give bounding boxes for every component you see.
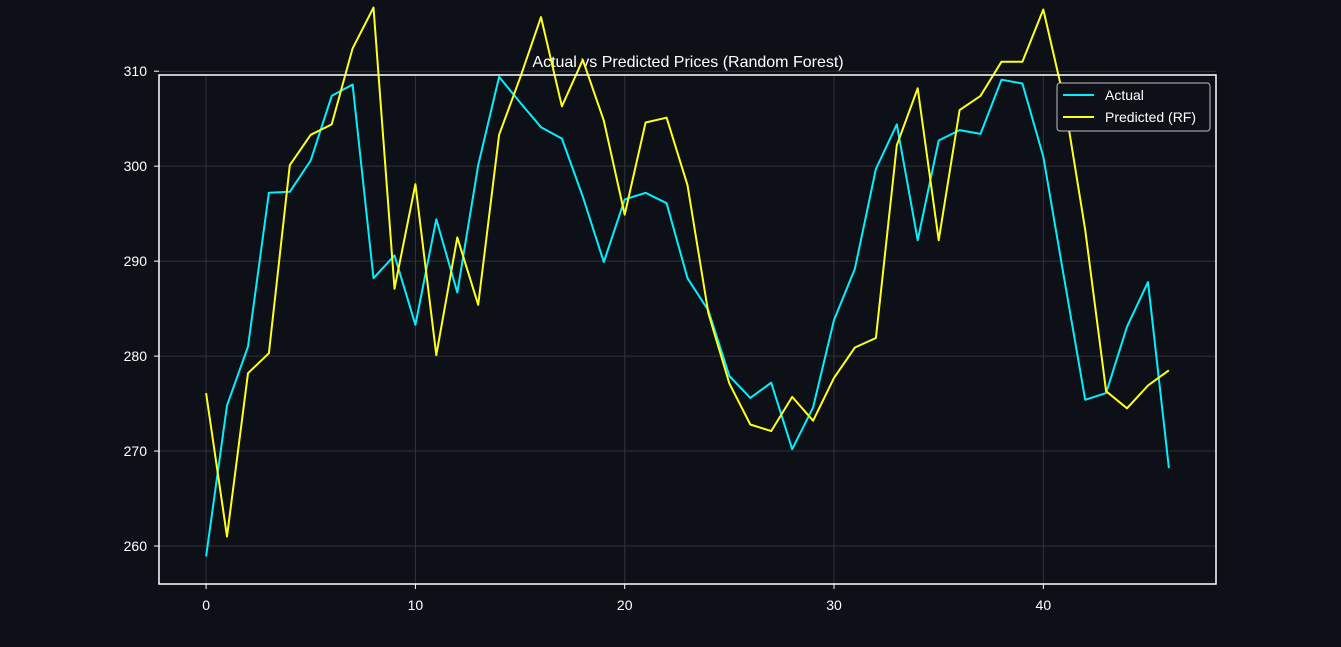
- series-line-predicted-rf: [205, 6, 1170, 538]
- y-tick-label-310: 310: [124, 63, 148, 79]
- x-tick-label-0: 0: [202, 597, 210, 613]
- y-tick-label-300: 300: [124, 158, 148, 174]
- x-tick-label-10: 10: [408, 597, 424, 613]
- axis-ticks: 0 10 20 30 40 260 270 280 290 300 310: [124, 63, 1052, 613]
- legend-label-actual: Actual: [1105, 87, 1144, 103]
- y-tick-label-260: 260: [124, 538, 148, 554]
- chart-title: Actual vs Predicted Prices (Random Fores…: [532, 54, 843, 71]
- plot-lines: [205, 6, 1170, 557]
- x-tick-label-20: 20: [617, 597, 633, 613]
- legend-box: [1056, 82, 1211, 132]
- series-line-actual: [205, 75, 1170, 557]
- y-tick-label-290: 290: [124, 253, 148, 269]
- grid: [159, 70, 1216, 584]
- axes-frame: [158, 74, 1217, 585]
- x-tick-label-40: 40: [1036, 597, 1052, 613]
- y-tick-label-280: 280: [124, 348, 148, 364]
- legend-label-predicted: Predicted (RF): [1105, 109, 1196, 125]
- legend: Actual Predicted (RF): [1056, 82, 1211, 132]
- y-tick-label-270: 270: [124, 443, 148, 459]
- x-tick-label-30: 30: [826, 597, 842, 613]
